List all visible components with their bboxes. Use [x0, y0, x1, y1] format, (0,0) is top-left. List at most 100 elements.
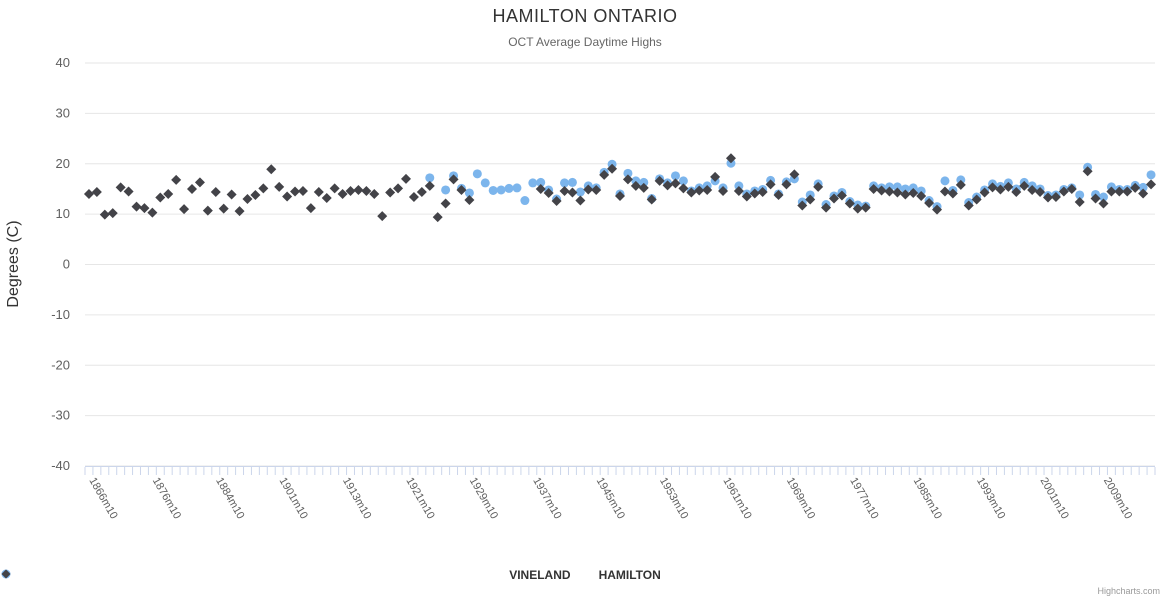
- data-point-hamilton[interactable]: [202, 205, 213, 216]
- data-point-hamilton[interactable]: [900, 189, 911, 200]
- data-point-hamilton[interactable]: [583, 184, 594, 195]
- data-point-hamilton[interactable]: [599, 169, 610, 180]
- data-point-vineland[interactable]: [1146, 170, 1156, 180]
- data-point-hamilton[interactable]: [393, 183, 404, 194]
- data-point-hamilton[interactable]: [1019, 180, 1030, 191]
- data-point-hamilton[interactable]: [939, 186, 950, 197]
- data-point-hamilton[interactable]: [884, 186, 895, 197]
- data-point-hamilton[interactable]: [337, 188, 348, 199]
- data-point-vineland[interactable]: [496, 185, 506, 195]
- data-point-hamilton[interactable]: [408, 191, 419, 202]
- data-point-vineland[interactable]: [536, 177, 546, 187]
- data-point-hamilton[interactable]: [329, 183, 340, 194]
- data-point-vineland[interactable]: [900, 184, 910, 194]
- highcharts-credit-link[interactable]: Highcharts.com: [1097, 586, 1160, 596]
- data-point-hamilton[interactable]: [377, 211, 388, 222]
- data-point-hamilton[interactable]: [860, 202, 871, 213]
- data-point-hamilton[interactable]: [115, 182, 126, 193]
- data-point-hamilton[interactable]: [765, 179, 776, 190]
- data-point-hamilton[interactable]: [551, 196, 562, 207]
- data-point-hamilton[interactable]: [607, 163, 618, 174]
- data-point-hamilton[interactable]: [662, 180, 673, 191]
- data-point-vineland[interactable]: [631, 176, 641, 186]
- data-point-hamilton[interactable]: [416, 186, 427, 197]
- data-point-hamilton[interactable]: [813, 181, 824, 192]
- data-point-hamilton[interactable]: [401, 173, 411, 184]
- data-point-vineland[interactable]: [520, 196, 530, 206]
- data-point-vineland[interactable]: [560, 178, 570, 188]
- data-point-vineland[interactable]: [916, 186, 926, 196]
- data-point-vineland[interactable]: [639, 177, 649, 187]
- data-point-hamilton[interactable]: [718, 185, 729, 196]
- data-point-hamilton[interactable]: [773, 189, 784, 200]
- legend-item-vineland[interactable]: VINELAND: [1, 568, 571, 582]
- data-point-vineland[interactable]: [734, 181, 744, 191]
- data-point-hamilton[interactable]: [297, 185, 308, 196]
- data-point-hamilton[interactable]: [440, 198, 451, 209]
- data-point-hamilton[interactable]: [733, 185, 744, 196]
- data-point-hamilton[interactable]: [868, 183, 879, 194]
- data-point-hamilton[interactable]: [947, 188, 958, 199]
- data-point-hamilton[interactable]: [725, 153, 736, 164]
- data-point-hamilton[interactable]: [258, 183, 269, 194]
- data-point-hamilton[interactable]: [757, 186, 768, 197]
- data-point-hamilton[interactable]: [1035, 186, 1046, 197]
- data-point-hamilton[interactable]: [123, 186, 134, 197]
- data-point-hamilton[interactable]: [1106, 186, 1117, 197]
- data-point-hamilton[interactable]: [147, 207, 158, 218]
- data-point-hamilton[interactable]: [187, 183, 197, 194]
- data-point-hamilton[interactable]: [242, 194, 253, 205]
- data-point-hamilton[interactable]: [749, 188, 760, 199]
- data-point-hamilton[interactable]: [670, 178, 681, 189]
- data-point-hamilton[interactable]: [710, 171, 721, 182]
- data-point-vineland[interactable]: [504, 183, 514, 193]
- data-point-vineland[interactable]: [956, 175, 966, 185]
- data-point-hamilton[interactable]: [559, 185, 570, 196]
- data-point-hamilton[interactable]: [266, 164, 277, 175]
- data-point-hamilton[interactable]: [567, 187, 578, 198]
- data-point-hamilton[interactable]: [1098, 198, 1109, 209]
- data-point-hamilton[interactable]: [107, 208, 118, 219]
- data-point-vineland[interactable]: [425, 173, 435, 183]
- data-point-hamilton[interactable]: [1130, 182, 1141, 193]
- data-point-hamilton[interactable]: [575, 195, 586, 206]
- data-point-hamilton[interactable]: [210, 186, 221, 197]
- data-point-hamilton[interactable]: [646, 194, 657, 205]
- data-point-vineland[interactable]: [940, 176, 950, 186]
- data-point-hamilton[interactable]: [464, 195, 475, 206]
- data-point-vineland[interactable]: [1075, 190, 1085, 200]
- data-point-hamilton[interactable]: [1146, 179, 1157, 190]
- data-point-vineland[interactable]: [512, 183, 522, 193]
- data-point-hamilton[interactable]: [361, 185, 372, 196]
- legend-item-hamilton[interactable]: HAMILTON: [1, 568, 661, 582]
- data-point-hamilton[interactable]: [1074, 197, 1085, 208]
- data-point-hamilton[interactable]: [385, 187, 396, 198]
- data-point-hamilton[interactable]: [702, 184, 713, 195]
- data-point-hamilton[interactable]: [924, 198, 935, 209]
- data-point-hamilton[interactable]: [1043, 192, 1053, 203]
- data-point-vineland[interactable]: [678, 176, 688, 186]
- data-point-hamilton[interactable]: [234, 206, 245, 217]
- data-point-hamilton[interactable]: [313, 186, 324, 197]
- data-point-hamilton[interactable]: [797, 200, 808, 211]
- data-point-hamilton[interactable]: [686, 187, 697, 198]
- data-point-hamilton[interactable]: [821, 202, 832, 213]
- data-point-vineland[interactable]: [488, 185, 498, 195]
- data-point-hamilton[interactable]: [805, 194, 816, 205]
- data-point-hamilton[interactable]: [1011, 186, 1022, 197]
- data-point-hamilton[interactable]: [995, 184, 1006, 195]
- data-point-hamilton[interactable]: [694, 185, 705, 196]
- data-point-hamilton[interactable]: [194, 177, 205, 188]
- data-point-hamilton[interactable]: [1138, 188, 1149, 199]
- data-point-hamilton[interactable]: [979, 187, 990, 198]
- data-point-vineland[interactable]: [575, 187, 585, 197]
- data-point-hamilton[interactable]: [535, 183, 546, 194]
- data-point-vineland[interactable]: [1098, 192, 1108, 202]
- data-point-hamilton[interactable]: [282, 191, 293, 202]
- data-point-hamilton[interactable]: [971, 194, 982, 205]
- data-point-hamilton[interactable]: [1122, 186, 1133, 197]
- data-point-hamilton[interactable]: [955, 179, 966, 190]
- data-point-vineland[interactable]: [480, 178, 490, 188]
- data-point-vineland[interactable]: [1138, 182, 1148, 192]
- data-point-vineland[interactable]: [472, 169, 482, 179]
